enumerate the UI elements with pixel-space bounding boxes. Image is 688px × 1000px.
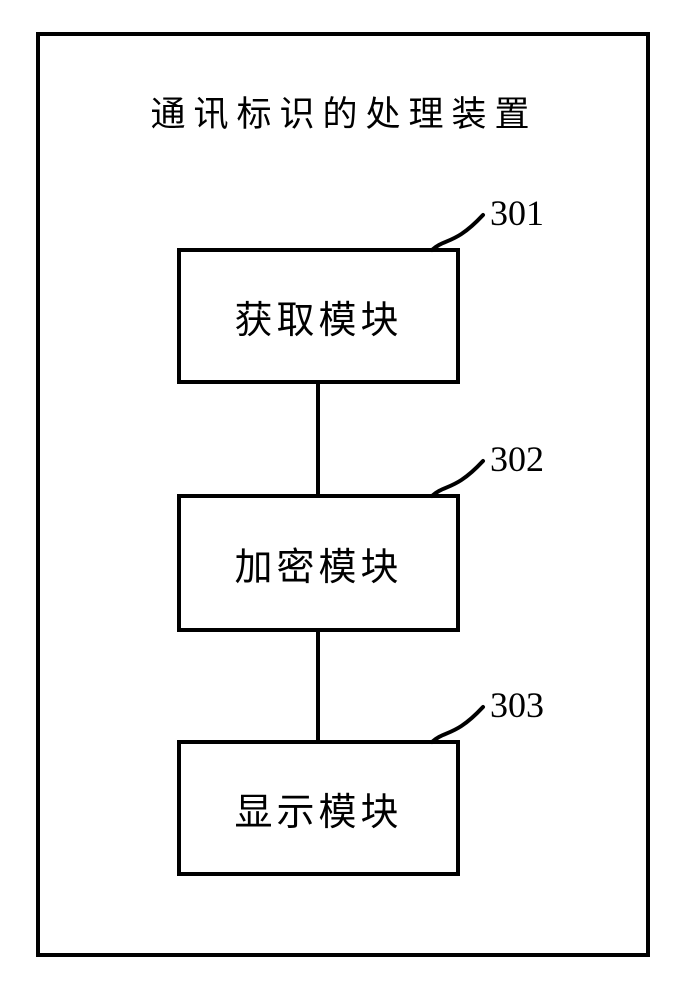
- leader-line-303: [0, 0, 688, 1000]
- leader-path: [432, 707, 483, 742]
- diagram-canvas: 通讯标识的处理装置 获取模块 301 加密模块 302 显示模块 303: [0, 0, 688, 1000]
- reference-number-303: 303: [490, 684, 544, 726]
